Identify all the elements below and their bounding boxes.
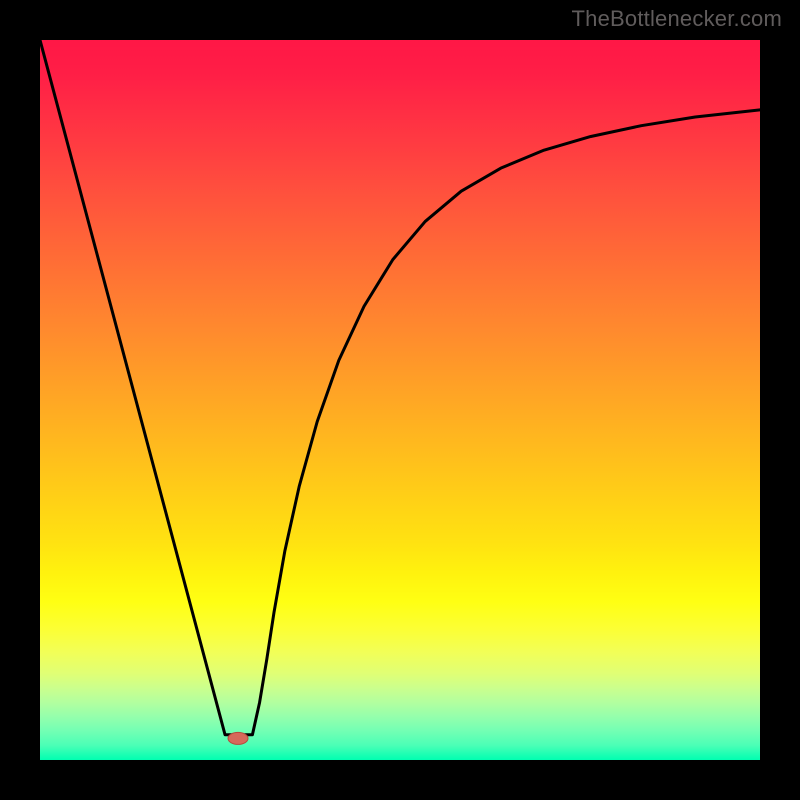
watermark-text: TheBottlenecker.com [572,6,782,32]
curve-layer [40,40,760,760]
chart-frame: TheBottlenecker.com [0,0,800,800]
plot-area [40,40,760,760]
bottleneck-curve [40,40,760,735]
optimal-point-marker [228,732,248,744]
